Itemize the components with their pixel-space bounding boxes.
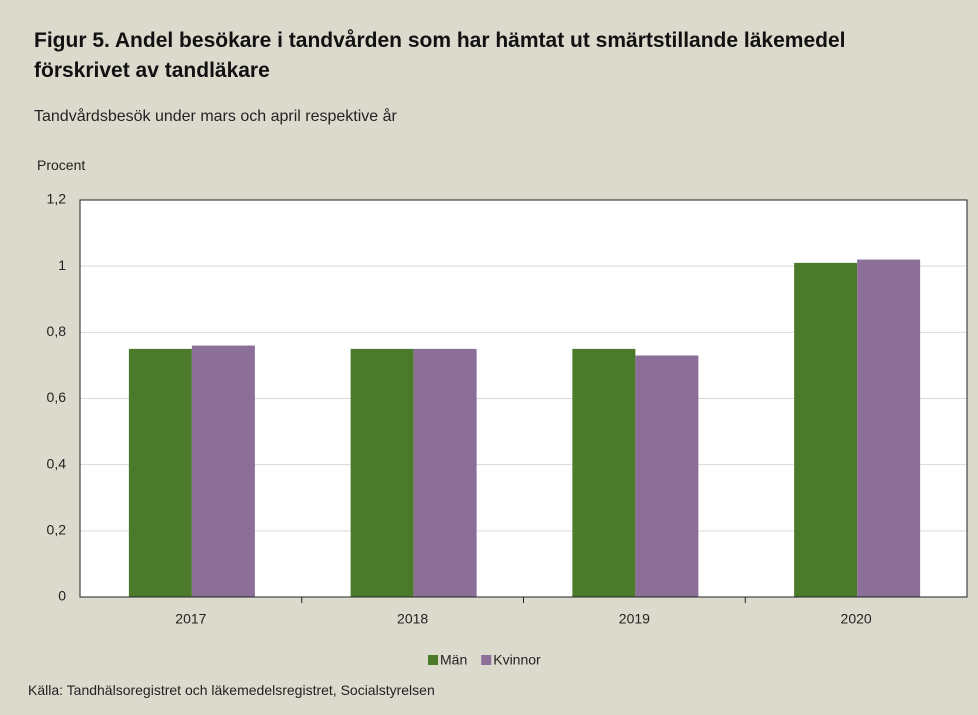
y-tick-label: 1 xyxy=(58,257,66,273)
bar xyxy=(857,259,921,597)
y-tick-label: 0,8 xyxy=(47,323,67,339)
y-tick-label: 0,6 xyxy=(47,389,67,405)
legend-swatch xyxy=(428,655,438,665)
x-tick-label: 2017 xyxy=(175,611,206,627)
source-note: Källa: Tandhälsoregistret och läkemedels… xyxy=(28,682,435,698)
y-axis-label: Procent xyxy=(37,157,86,173)
x-tick-label: 2018 xyxy=(397,611,428,627)
x-tick-label: 2020 xyxy=(841,611,872,627)
bar xyxy=(635,355,699,597)
legend-label: Kvinnor xyxy=(493,652,541,668)
y-tick-label: 1,2 xyxy=(47,191,67,207)
y-tick-label: 0 xyxy=(58,588,66,604)
y-tick-label: 0,4 xyxy=(47,455,67,471)
chart-title: Figur 5. Andel besökare i tandvården som… xyxy=(34,29,846,82)
bar xyxy=(794,262,858,597)
legend-swatch xyxy=(481,655,492,665)
bar xyxy=(191,345,255,597)
bar xyxy=(572,348,636,597)
chart-subtitle: Tandvårdsbesök under mars och april resp… xyxy=(34,108,397,125)
bar xyxy=(413,348,477,597)
bar xyxy=(350,348,414,597)
legend-label: Män xyxy=(440,652,467,668)
y-tick-label: 0,2 xyxy=(47,522,67,538)
x-tick-label: 2019 xyxy=(619,611,650,627)
bar xyxy=(128,348,192,597)
